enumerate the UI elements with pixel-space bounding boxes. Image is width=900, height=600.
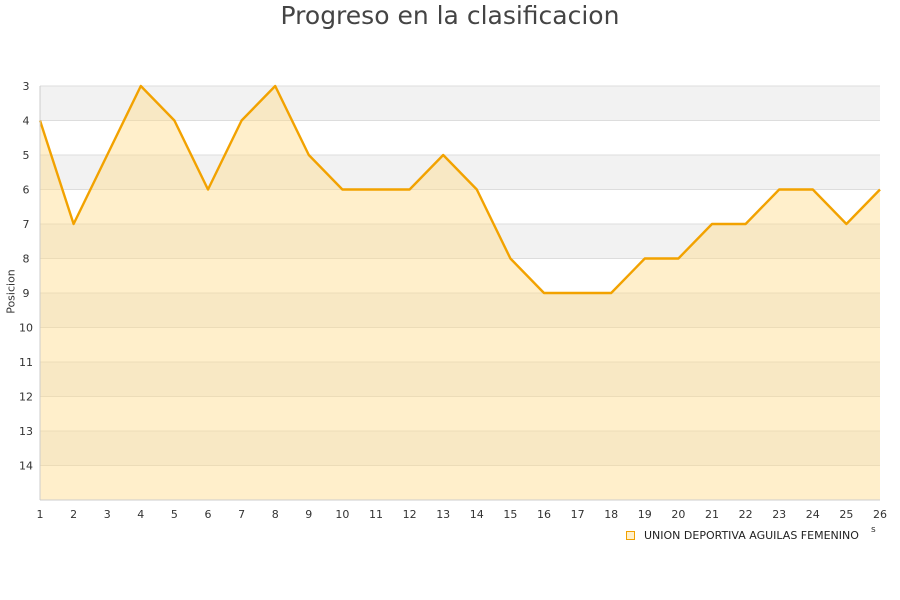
y-tick-label: 12 (19, 391, 33, 404)
x-tick-label: 16 (537, 508, 551, 521)
grid-band (40, 293, 880, 328)
y-tick-label: 11 (19, 356, 33, 369)
x-tick-label: 14 (470, 508, 484, 521)
x-tick-label: 20 (671, 508, 685, 521)
x-tick-label: 25 (839, 508, 853, 521)
x-tick-label: 19 (638, 508, 652, 521)
x-tick-label: 9 (305, 508, 312, 521)
grid-band (40, 120, 880, 155)
x-axis-caption: s (871, 525, 876, 535)
y-tick-label: 5 (23, 149, 30, 162)
x-tick-label: 4 (137, 508, 144, 521)
y-tick-label: 13 (19, 425, 33, 438)
x-tick-label: 22 (739, 508, 753, 521)
x-tick-label: 13 (436, 508, 450, 521)
x-tick-label: 15 (503, 508, 517, 521)
grid-band (40, 396, 880, 431)
x-tick-label: 17 (571, 508, 585, 521)
y-tick-label: 14 (19, 460, 33, 473)
legend-label: UNION DEPORTIVA AGUILAS FEMENINO (644, 529, 859, 542)
x-tick-label: 1 (37, 508, 44, 521)
x-tick-label: 10 (335, 508, 349, 521)
y-tick-label: 9 (23, 287, 30, 300)
x-tick-label: 26 (873, 508, 887, 521)
y-tick-label: 10 (19, 322, 33, 335)
y-tick-label: 7 (23, 218, 30, 231)
grid-band (40, 327, 880, 362)
grid-band (40, 465, 880, 500)
y-tick-label: 4 (23, 115, 30, 128)
grid-band (40, 362, 880, 397)
chart-title: Progreso en la clasificacion (280, 1, 620, 30)
x-tick-label: 7 (238, 508, 245, 521)
grid-band (40, 258, 880, 293)
x-tick-label: 2 (70, 508, 77, 521)
y-tick-label: 6 (23, 184, 30, 197)
x-tick-label: 18 (604, 508, 618, 521)
x-tick-label: 12 (403, 508, 417, 521)
x-tick-label: 8 (272, 508, 279, 521)
legend-swatch (626, 531, 635, 540)
grid-band (40, 86, 880, 121)
x-tick-label: 23 (772, 508, 786, 521)
grid-band (40, 431, 880, 466)
x-tick-label: 11 (369, 508, 383, 521)
y-axis-label: Posicion (4, 269, 18, 314)
x-tick-label: 6 (205, 508, 212, 521)
grid-band (40, 189, 880, 224)
y-tick-label: 8 (23, 253, 30, 266)
grid-band (40, 224, 880, 259)
x-tick-label: 5 (171, 508, 178, 521)
series-line (38, 84, 881, 295)
x-tick-label: 21 (705, 508, 719, 521)
series-area (40, 86, 880, 500)
x-tick-label: 24 (806, 508, 820, 521)
x-tick-label: 3 (104, 508, 111, 521)
y-tick-label: 3 (23, 80, 30, 93)
legend: UNION DEPORTIVA AGUILAS FEMENINO (626, 529, 859, 542)
